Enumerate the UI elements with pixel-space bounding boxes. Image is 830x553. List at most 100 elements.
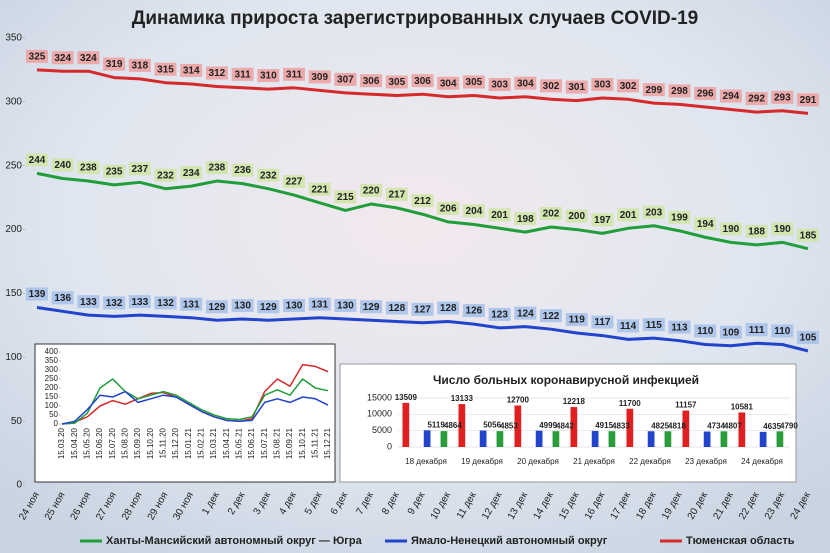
x-tick-label: 15.10.20 [146, 427, 155, 459]
y-tick-label: 0 [16, 480, 22, 491]
value-label: 237 [131, 164, 148, 175]
value-label: 302 [543, 81, 560, 92]
x-tick-label: 15.01.21 [184, 427, 193, 459]
bar-label: 4833 [612, 421, 630, 430]
y-tick-label: 150 [5, 288, 22, 299]
value-label: 307 [337, 75, 354, 86]
value-label: 129 [260, 302, 277, 313]
y-tick-label: 150 [45, 392, 59, 401]
value-label-bg [565, 313, 588, 327]
value-label-bg [385, 75, 408, 89]
value-label: 315 [157, 64, 174, 75]
value-label-bg [514, 212, 537, 226]
bar [591, 430, 599, 447]
value-label: 291 [800, 95, 817, 106]
value-label-bg [668, 210, 691, 224]
value-label: 296 [697, 89, 714, 100]
value-label: 185 [800, 230, 817, 241]
x-tick-label: 15.03.20 [57, 427, 66, 459]
value-label: 131 [183, 299, 200, 310]
value-label: 244 [29, 155, 46, 166]
y-tick-label: 300 [5, 96, 22, 107]
value-label-bg [51, 51, 74, 65]
bar [535, 430, 543, 447]
value-label-bg [642, 318, 665, 332]
value-label-bg [334, 190, 357, 204]
x-tick-label: 19 декабря [461, 457, 503, 466]
value-label: 312 [209, 68, 226, 79]
y-tick-label: 50 [49, 410, 58, 419]
y-tick-label: 250 [45, 374, 59, 383]
value-label: 232 [157, 170, 174, 181]
value-label: 311 [235, 69, 252, 80]
bar [440, 431, 448, 447]
value-label-bg [26, 153, 48, 167]
value-label-bg [488, 307, 511, 321]
x-tick-label: 15.12.21 [323, 427, 332, 459]
value-label: 212 [414, 196, 431, 207]
chart-title: Динамика прироста зарегистрированных слу… [132, 8, 698, 29]
bar-label: 12700 [507, 396, 530, 405]
bar [759, 431, 767, 447]
bar [703, 431, 711, 447]
legend-label: Ямало-Ненецкий автономный округ [411, 535, 608, 547]
value-label-bg [154, 296, 177, 310]
y-tick-label: 200 [5, 224, 22, 235]
value-label: 128 [440, 303, 457, 314]
value-label-bg [617, 208, 640, 222]
bar [458, 404, 466, 447]
bar-label: 11700 [619, 399, 641, 408]
bar [552, 431, 560, 447]
value-label-bg [514, 76, 537, 90]
series-line [36, 68, 809, 115]
bar [664, 431, 672, 447]
value-label-bg [360, 74, 383, 88]
inset-title: Число больных коронавирусной инфекцией [433, 373, 699, 387]
bar-label: 13133 [451, 394, 474, 403]
y-tick-label: 0 [387, 441, 392, 451]
value-label: 314 [183, 66, 200, 77]
value-label-bg [540, 79, 562, 93]
value-label-bg [360, 300, 383, 314]
value-label: 122 [543, 311, 560, 322]
inset-line-box [34, 343, 336, 483]
y-tick-label: 350 [45, 356, 59, 365]
bar-label: 4818 [668, 421, 686, 430]
value-label-bg [437, 301, 460, 315]
x-tick-label: 22 декабря [629, 457, 671, 466]
bar [479, 430, 487, 447]
x-tick-label: 15.11.21 [310, 427, 319, 458]
bar-label: 5119 [427, 420, 445, 429]
value-label-bg [257, 168, 280, 182]
value-label: 203 [645, 207, 662, 218]
value-label-bg [591, 78, 614, 92]
value-label-bg [103, 296, 126, 310]
bar-label: 4915 [595, 421, 613, 430]
y-tick-label: 250 [5, 160, 22, 171]
value-label: 310 [260, 71, 277, 82]
value-label-bg [128, 58, 151, 72]
value-label: 204 [466, 206, 483, 217]
value-label-bg [694, 324, 717, 338]
value-label: 298 [671, 86, 688, 97]
x-tick-label: 15.08.21 [272, 427, 281, 459]
value-label-bg [797, 330, 819, 344]
value-label-bg [385, 187, 408, 201]
value-label: 238 [80, 163, 97, 174]
bar-label: 4807 [724, 421, 742, 430]
value-label-bg [283, 298, 305, 312]
y-tick-label: 0 [54, 419, 59, 428]
value-label-bg [308, 182, 331, 196]
value-label: 202 [543, 209, 560, 220]
value-label-bg [719, 325, 742, 339]
value-label-bg [77, 161, 100, 175]
bar [402, 402, 410, 447]
value-label-bg [771, 90, 794, 104]
x-tick-label: 21 декабря [573, 457, 615, 466]
value-label-bg [308, 70, 331, 84]
value-label: 110 [774, 326, 791, 337]
value-label-bg [642, 83, 665, 97]
value-label: 105 [800, 333, 817, 344]
value-label: 217 [388, 190, 405, 201]
value-label-bg [745, 92, 768, 106]
